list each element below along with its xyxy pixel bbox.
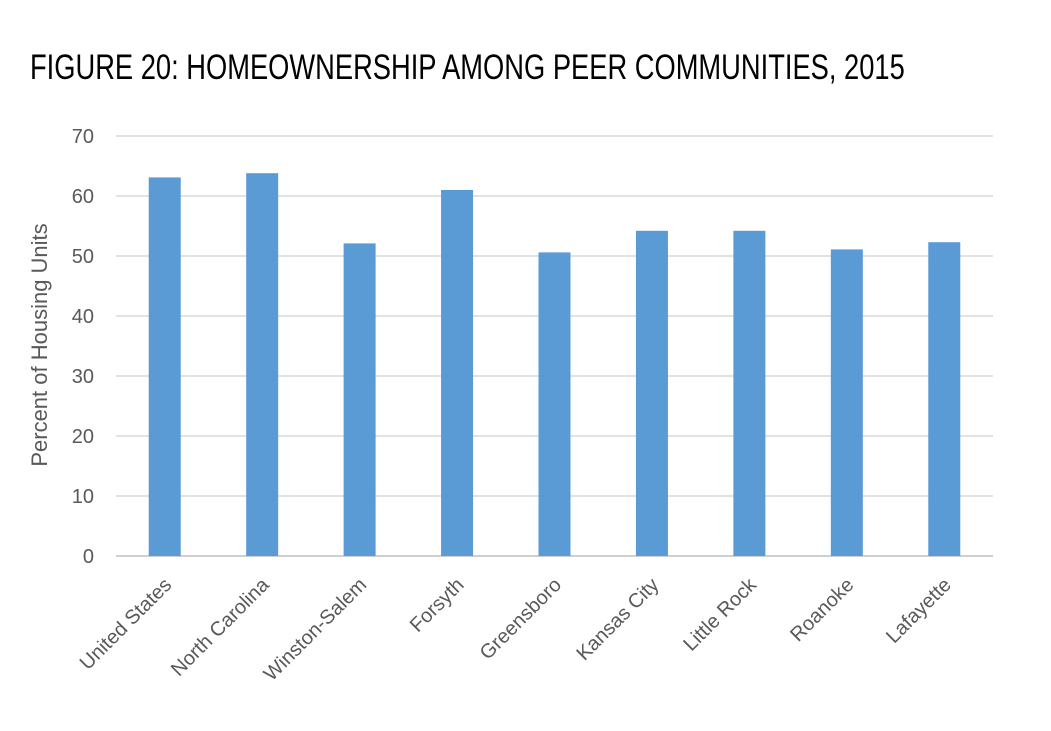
y-tick-label: 0 <box>83 546 94 568</box>
bar <box>830 249 863 556</box>
y-tick-label: 30 <box>72 366 94 388</box>
y-tick-label: 10 <box>72 486 94 508</box>
x-tick-label: Little Rock <box>679 573 761 655</box>
bar <box>928 242 961 556</box>
x-tick-label: Kansas City <box>572 574 663 665</box>
bar <box>246 173 279 556</box>
y-tick-label: 50 <box>72 246 94 268</box>
chart-title: FIGURE 20: HOMEOWNERSHIP AMONG PEER COMM… <box>30 48 905 87</box>
bar <box>148 177 181 556</box>
bar <box>343 243 376 556</box>
y-tick-label: 60 <box>72 186 94 208</box>
bars <box>148 173 961 557</box>
y-tick-label: 40 <box>72 306 94 328</box>
x-tick-label: United States <box>76 574 176 674</box>
x-tick-label: Lafayette <box>882 574 956 648</box>
y-tick-label: 20 <box>72 426 94 448</box>
y-tick-labels: 0 10 20 30 40 50 60 70 <box>72 126 94 568</box>
y-axis-label: Percent of Housing Units <box>27 223 52 466</box>
x-tick-label: Greensboro <box>476 574 566 664</box>
bar <box>538 252 571 556</box>
x-tick-label: Roanoke <box>786 574 858 646</box>
bar <box>635 230 668 557</box>
bar <box>733 230 766 557</box>
bar <box>441 190 474 556</box>
x-tick-label: North Carolina <box>167 573 274 680</box>
x-tick-label: Forsyth <box>406 574 469 637</box>
y-tick-label: 70 <box>72 126 94 148</box>
x-tick-label: Winston-Salem <box>260 574 371 685</box>
